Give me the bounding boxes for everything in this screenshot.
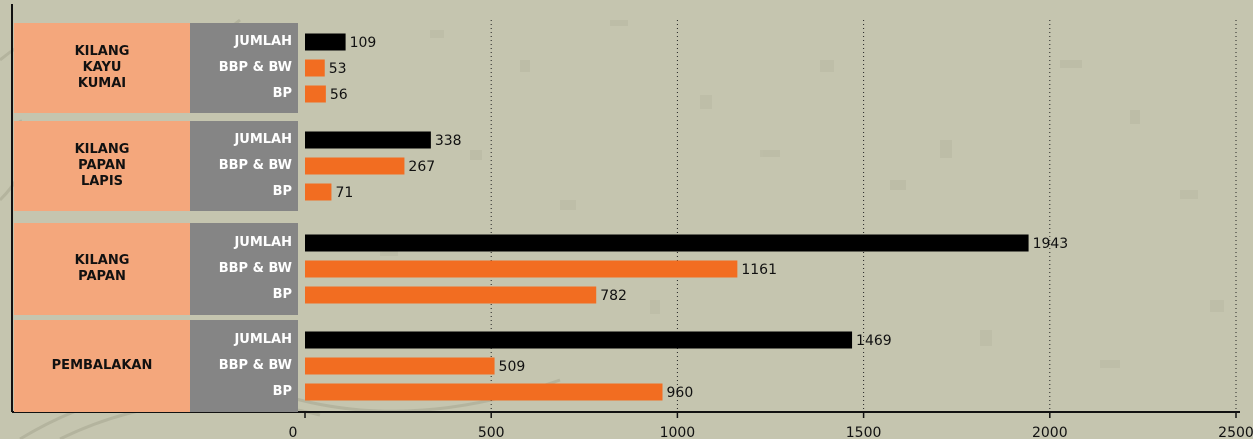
bar bbox=[305, 183, 332, 201]
x-tick-label: 1000 bbox=[660, 425, 696, 439]
bar bbox=[305, 260, 738, 278]
bar-label: BP bbox=[272, 184, 292, 199]
category-label: PEMBALAKAN bbox=[14, 320, 190, 412]
bar-value-label: 267 bbox=[408, 159, 435, 175]
bar-label: JUMLAH bbox=[234, 132, 292, 147]
bar bbox=[305, 157, 405, 175]
category-label: KILANG KAYU KUMAI bbox=[14, 23, 190, 113]
bar-label: BBP & BW bbox=[218, 261, 292, 276]
bar bbox=[305, 234, 1029, 252]
bar-value-label: 56 bbox=[330, 87, 348, 103]
bar-value-label: 338 bbox=[435, 133, 462, 149]
x-tick-label: 500 bbox=[478, 425, 505, 439]
category-label: KILANG PAPAN bbox=[14, 223, 190, 315]
subcategory-panel: JUMLAH BBP & BW BP bbox=[190, 320, 298, 412]
bar-value-label: 1469 bbox=[856, 333, 892, 349]
bar-label: JUMLAH bbox=[234, 332, 292, 347]
subcategory-panel: JUMLAH BBP & BW BP bbox=[190, 23, 298, 113]
bar bbox=[305, 33, 346, 51]
bar-value-label: 509 bbox=[499, 359, 526, 375]
x-tick-label: 2000 bbox=[1032, 425, 1068, 439]
bar bbox=[305, 331, 853, 349]
bar bbox=[305, 131, 431, 149]
bar-label: JUMLAH bbox=[234, 34, 292, 49]
bar-value-label: 960 bbox=[667, 385, 694, 401]
x-tick-label: 1500 bbox=[846, 425, 882, 439]
bar-value-label: 109 bbox=[350, 35, 377, 51]
bar-label: BP bbox=[272, 287, 292, 302]
category-label: KILANG PAPAN LAPIS bbox=[14, 121, 190, 211]
bar bbox=[305, 286, 597, 304]
bars bbox=[305, 33, 1029, 401]
x-tick-label: 0 bbox=[289, 425, 298, 439]
x-tick-label: 2500 bbox=[1218, 425, 1253, 439]
bar bbox=[305, 383, 663, 401]
bar-value-label: 1943 bbox=[1033, 236, 1069, 252]
subcategory-panel: JUMLAH BBP & BW BP bbox=[190, 121, 298, 211]
bar-value-label: 782 bbox=[600, 288, 627, 304]
bar bbox=[305, 59, 325, 77]
bar-label: BBP & BW bbox=[218, 158, 292, 173]
subcategory-panel: JUMLAH BBP & BW BP bbox=[190, 223, 298, 315]
bar-label: BBP & BW bbox=[218, 60, 292, 75]
bar-value-label: 71 bbox=[335, 185, 353, 201]
bar bbox=[305, 85, 326, 103]
bar-label: JUMLAH bbox=[234, 235, 292, 250]
bar-value-label: 1161 bbox=[741, 262, 777, 278]
grid-lines bbox=[490, 20, 1237, 412]
bar-value-label: 53 bbox=[329, 61, 347, 77]
bar-label: BP bbox=[272, 86, 292, 101]
axes bbox=[11, 4, 1240, 418]
bar-label: BP bbox=[272, 384, 292, 399]
bar bbox=[305, 357, 495, 375]
bar-label: BBP & BW bbox=[218, 358, 292, 373]
x-tick-labels: 0 500 1000 1500 2000 2500 bbox=[289, 425, 1253, 439]
